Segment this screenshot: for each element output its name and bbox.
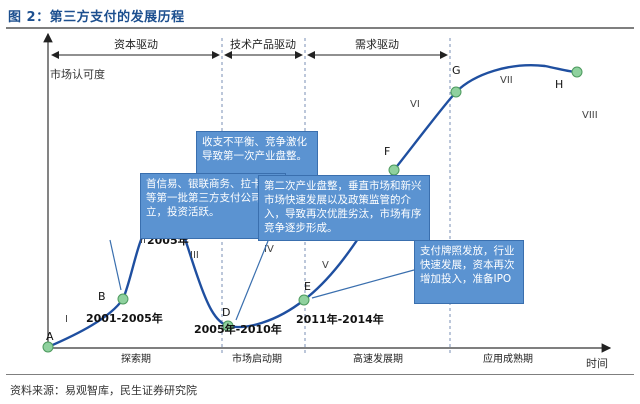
- point-label-B: B: [98, 290, 106, 303]
- segment-label-3: III: [190, 250, 199, 261]
- point-label-E: E: [304, 280, 311, 293]
- y-axis-label: 市场认可度: [50, 67, 105, 81]
- point-label-F: F: [384, 145, 390, 158]
- point-G: [450, 86, 462, 98]
- year-label-3: 2005年-2010年: [194, 322, 282, 336]
- point-B: [117, 293, 129, 305]
- segment-label-1: I: [65, 314, 68, 325]
- stage-label-3: 高速发展期: [353, 352, 403, 365]
- year-label-4: 2011年-2014年: [296, 312, 384, 326]
- point-label-G: G: [452, 64, 461, 77]
- segment-label-7: VII: [500, 75, 513, 86]
- driver-label-2: 技术产品驱动: [230, 37, 296, 51]
- point-D: [222, 320, 234, 332]
- stage-label-2: 市场启动期: [232, 352, 282, 365]
- segment-label-5: V: [322, 260, 329, 271]
- point-H: [571, 66, 583, 78]
- point-E: [298, 294, 310, 306]
- segment-label-8: VIII: [582, 110, 598, 121]
- point-label-H: H: [555, 78, 563, 91]
- x-axis-label: 时间: [586, 357, 608, 370]
- driver-label-1: 资本驱动: [114, 37, 158, 51]
- stage-label-1: 探索期: [121, 352, 151, 365]
- callout-license-issuance: 支付牌照发放，行业快速发展，资本再次增加投入，准备IPO: [414, 240, 524, 304]
- point-A: [42, 341, 54, 353]
- top-divider: [6, 27, 634, 29]
- segment-label-6: VI: [410, 99, 420, 110]
- callout-pointer-license: [311, 269, 415, 299]
- callout-pointer-second-consolidation: [235, 240, 269, 321]
- callout-pointer-first-wave: [109, 239, 122, 291]
- callout-second-consolidation: 第二次产业盘整，垂直市场和新兴市场快速发展以及政策监管的介入，导致再次优胜劣汰，…: [258, 175, 430, 241]
- driver-label-3: 需求驱动: [355, 38, 399, 51]
- year-label-1: 2001-2005年: [86, 311, 163, 325]
- point-label-D: D: [222, 306, 230, 319]
- point-F: [388, 164, 400, 176]
- source-note: 资料来源：易观智库，民生证券研究院: [10, 384, 197, 397]
- stage-label-4: 应用成熟期: [483, 352, 533, 365]
- figure-title: 图 2：第三方支付的发展历程: [8, 10, 185, 25]
- bottom-divider: [6, 374, 634, 375]
- point-label-A: A: [46, 330, 54, 343]
- segment-label-2: II: [140, 235, 146, 246]
- segment-label-4: IV: [264, 244, 274, 255]
